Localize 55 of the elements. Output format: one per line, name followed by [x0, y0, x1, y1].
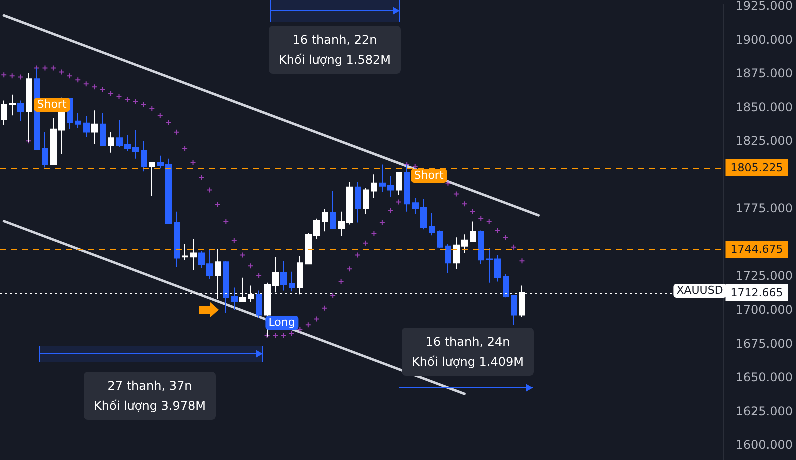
candlestick	[108, 132, 114, 154]
candlestick	[511, 295, 517, 326]
candlestick	[355, 182, 361, 224]
y-tick-label: 1900.000	[736, 32, 794, 47]
candlestick	[503, 273, 509, 298]
y-tick-label: 1850.000	[736, 100, 794, 114]
ref-line-label: 1712.665	[730, 286, 784, 300]
candlestick	[470, 221, 476, 243]
candlestick	[429, 212, 435, 236]
candlestick	[478, 230, 484, 265]
candlestick	[1, 100, 7, 126]
annotation: 16 thanh, 22n Khối lượng 1.582M	[269, 26, 401, 74]
candlestick	[9, 94, 16, 116]
candlestick	[330, 190, 336, 230]
candlestick	[289, 271, 295, 292]
candlestick	[396, 172, 402, 196]
y-tick-label: 1700.000	[736, 303, 794, 318]
candlestick	[190, 238, 197, 271]
annotation: XAUUSD	[674, 284, 726, 298]
candlestick	[17, 100, 24, 122]
candlestick	[231, 287, 238, 311]
candlestick	[182, 244, 188, 261]
ref-line-label: 1805.225	[730, 161, 784, 174]
y-tick-label: 1625.000	[736, 404, 794, 418]
candlestick	[149, 162, 155, 197]
candlestick	[223, 260, 229, 314]
y-tick-label: 1875.000	[736, 66, 794, 81]
candlestick	[100, 113, 106, 146]
candlestick	[83, 116, 90, 138]
candlestick	[437, 230, 443, 249]
candlestick	[174, 211, 180, 268]
candlestick	[280, 260, 287, 292]
candlestick	[141, 140, 147, 172]
y-tick-label: 1725.000	[736, 269, 794, 284]
annotation: 27 thanh, 37n Khối lượng 3.978M	[84, 372, 216, 420]
y-tick-label: 1650.000	[736, 370, 794, 385]
y-tick-label: 1925.000	[736, 0, 794, 13]
y-tick-label: 1825.000	[736, 134, 794, 148]
candlestick	[404, 164, 410, 212]
candlestick	[371, 174, 377, 199]
candlestick	[363, 188, 369, 214]
annotation: Short	[34, 98, 70, 112]
candlestick	[256, 290, 262, 319]
ref-line-label: 1744.675	[730, 243, 784, 256]
annotation: 16 thanh, 24n Khối lượng 1.409M	[402, 328, 534, 376]
candlestick	[445, 244, 451, 274]
y-tick-label: 1775.000	[736, 202, 794, 216]
candlestick	[75, 113, 81, 129]
candlestick	[322, 208, 328, 232]
candlestick	[91, 110, 98, 145]
annotation: Long	[266, 316, 298, 330]
y-tick-label: 1600.000	[736, 438, 794, 452]
y-tick-label: 1675.000	[736, 336, 794, 351]
annotation: Short	[411, 169, 447, 183]
candlestick	[42, 132, 48, 168]
